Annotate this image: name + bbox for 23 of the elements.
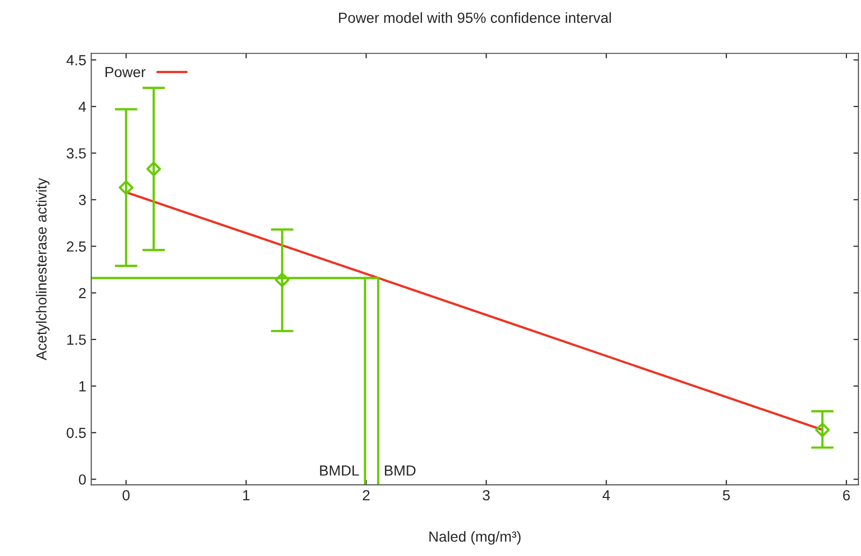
legend-label: Power: [106, 67, 146, 78]
chart-title: Power model with 95% confidence interval: [339, 12, 611, 23]
x-tick-label: 6: [843, 490, 850, 500]
y-axis-title: Acetylcholinesterase activity: [36, 178, 50, 360]
x-axis-title: Naled (mg/m³): [429, 531, 521, 545]
y-tick-label: 0: [78, 474, 86, 485]
y-tick-label: 3.5: [66, 148, 86, 159]
y-tick-label: 2.5: [66, 241, 86, 252]
y-tick-label: 2: [79, 288, 86, 298]
y-tick-label: 0.5: [66, 428, 86, 438]
y-tick-label: 4: [78, 102, 86, 112]
annotation: BMD: [384, 466, 416, 476]
x-tick-label: 1: [243, 490, 250, 500]
y-tick-label: 4.5: [66, 55, 86, 66]
y-tick-label: 1: [79, 381, 86, 392]
x-tick-label: 5: [722, 490, 730, 500]
annotation: BMDL: [320, 466, 359, 476]
y-tick-label: 1.5: [67, 334, 86, 345]
x-tick-label: 0: [122, 490, 130, 500]
y-tick-label: 3: [78, 194, 86, 206]
x-tick-label: 4: [602, 490, 610, 500]
x-tick-label: 3: [482, 490, 490, 500]
x-tick-label: 2: [362, 490, 370, 500]
